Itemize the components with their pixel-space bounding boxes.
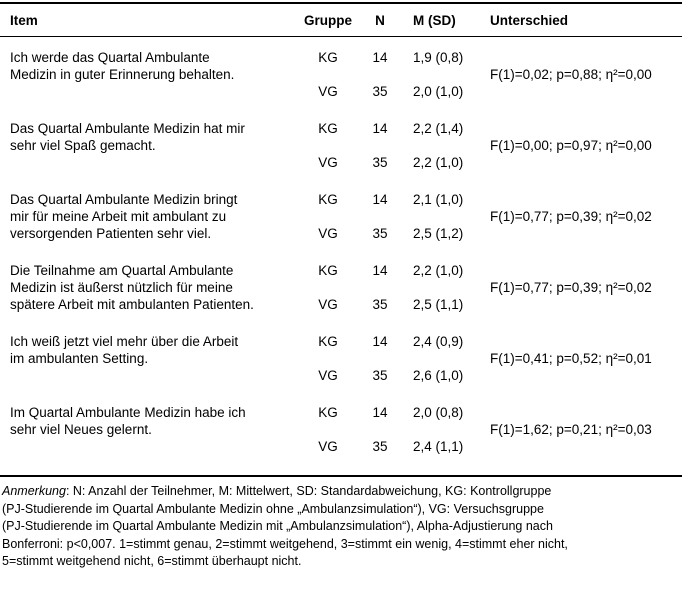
n-value-kg: 14 <box>372 192 388 207</box>
footnote-line: (PJ-Studierende im Quartal Ambulante Med… <box>2 519 553 533</box>
unterschied-value: F(1)=0,77; p=0,39; η²=0,02 <box>490 280 652 295</box>
msd-value-kg: 2,2 (1,4) <box>413 121 464 136</box>
table-footnote: Anmerkung: N: Anzahl der Teilnehmer, M: … <box>0 475 682 571</box>
unterschied-value: F(1)=0,77; p=0,39; η²=0,02 <box>490 209 652 224</box>
column-header-n: N <box>375 13 385 28</box>
item-text: Ich werde das Quartal Ambulante Medizin … <box>10 50 235 82</box>
msd-value-vg: 2,5 (1,2) <box>413 226 464 241</box>
n-value-vg: 35 <box>372 226 388 241</box>
footnote-line1-text: : N: Anzahl der Teilnehmer, M: Mittelwer… <box>65 484 552 498</box>
footnote-line: (PJ-Studierende im Quartal Ambulante Med… <box>2 501 544 516</box>
msd-value-kg: 2,1 (1,0) <box>413 192 464 207</box>
unterschied-value: F(1)=0,41; p=0,52; η²=0,01 <box>490 351 652 366</box>
n-value-vg: 35 <box>372 297 388 312</box>
group-label-vg: VG <box>318 297 338 312</box>
n-value-vg: 35 <box>372 155 388 170</box>
n-value-vg: 35 <box>372 368 388 383</box>
n-value-kg: 14 <box>372 121 388 136</box>
table-header-row: Item Gruppe N M (SD) Unterschied <box>0 4 682 37</box>
msd-value-kg: 2,0 (0,8) <box>413 405 464 420</box>
n-value-vg: 35 <box>372 439 388 454</box>
table-row: Die Teilnahme am Quartal Ambulante Mediz… <box>0 262 682 333</box>
item-text: Ich weiß jetzt viel mehr über die Arbeit… <box>10 334 239 366</box>
table-row: Ich werde das Quartal Ambulante Medizin … <box>0 49 682 120</box>
n-value-kg: 14 <box>372 263 388 278</box>
unterschied-value: F(1)=0,00; p=0,97; η²=0,00 <box>490 138 652 153</box>
column-header-item: Item <box>10 13 38 28</box>
column-header-gruppe: Gruppe <box>303 13 352 28</box>
unterschied-value: F(1)=0,02; p=0,88; η²=0,00 <box>490 67 652 82</box>
group-label-vg: VG <box>318 84 338 99</box>
footnote-line: Anmerkung: N: Anzahl der Teilnehmer, M: … <box>2 483 682 501</box>
table-row: Das Quartal Ambulante Medizin bringt mir… <box>0 191 682 262</box>
column-header-msd: M (SD) <box>413 13 456 28</box>
table-row: Im Quartal Ambulante Medizin habe ich se… <box>0 404 682 475</box>
msd-value-vg: 2,0 (1,0) <box>413 84 464 99</box>
n-value-vg: 35 <box>372 84 388 99</box>
group-label-vg: VG <box>318 368 338 383</box>
msd-value-kg: 2,2 (1,0) <box>413 263 464 278</box>
group-label-kg: KG <box>318 405 338 420</box>
msd-value-kg: 1,9 (0,8) <box>413 50 464 65</box>
group-label-kg: KG <box>318 50 338 65</box>
table-row: Ich weiß jetzt viel mehr über die Arbeit… <box>0 333 682 404</box>
group-label-kg: KG <box>318 334 338 349</box>
item-text: Das Quartal Ambulante Medizin bringt mir… <box>10 192 238 241</box>
footnote-line: Bonferroni: p<0,007. 1=stimmt genau, 2=s… <box>2 536 568 551</box>
footnote-anmerkung-label: Anmerkung <box>2 484 66 498</box>
msd-value-vg: 2,4 (1,1) <box>413 439 464 454</box>
item-text: Das Quartal Ambulante Medizin hat mir se… <box>10 121 245 153</box>
n-value-kg: 14 <box>372 50 388 65</box>
msd-value-vg: 2,5 (1,1) <box>413 297 464 312</box>
n-value-kg: 14 <box>372 334 388 349</box>
msd-value-vg: 2,2 (1,0) <box>413 155 464 170</box>
group-label-vg: VG <box>318 226 338 241</box>
table-row: Das Quartal Ambulante Medizin hat mir se… <box>0 120 682 191</box>
group-label-vg: VG <box>318 439 338 454</box>
msd-value-vg: 2,6 (1,0) <box>413 368 464 383</box>
n-value-kg: 14 <box>372 405 388 420</box>
item-text: Die Teilnahme am Quartal Ambulante Mediz… <box>10 263 254 312</box>
group-label-vg: VG <box>318 155 338 170</box>
results-table: Item Gruppe N M (SD) Unterschied Ich wer… <box>0 2 682 571</box>
unterschied-value: F(1)=1,62; p=0,21; η²=0,03 <box>490 422 652 437</box>
table-body: Ich werde das Quartal Ambulante Medizin … <box>0 37 682 475</box>
footnote-line: 5=stimmt weitgehend nicht, 6=stimmt über… <box>2 554 302 568</box>
group-label-kg: KG <box>318 192 338 207</box>
msd-value-kg: 2,4 (0,9) <box>413 334 464 349</box>
group-label-kg: KG <box>318 263 338 278</box>
item-text: Im Quartal Ambulante Medizin habe ich se… <box>10 405 246 437</box>
group-label-kg: KG <box>318 121 338 136</box>
column-header-unterschied: Unterschied <box>490 13 569 28</box>
